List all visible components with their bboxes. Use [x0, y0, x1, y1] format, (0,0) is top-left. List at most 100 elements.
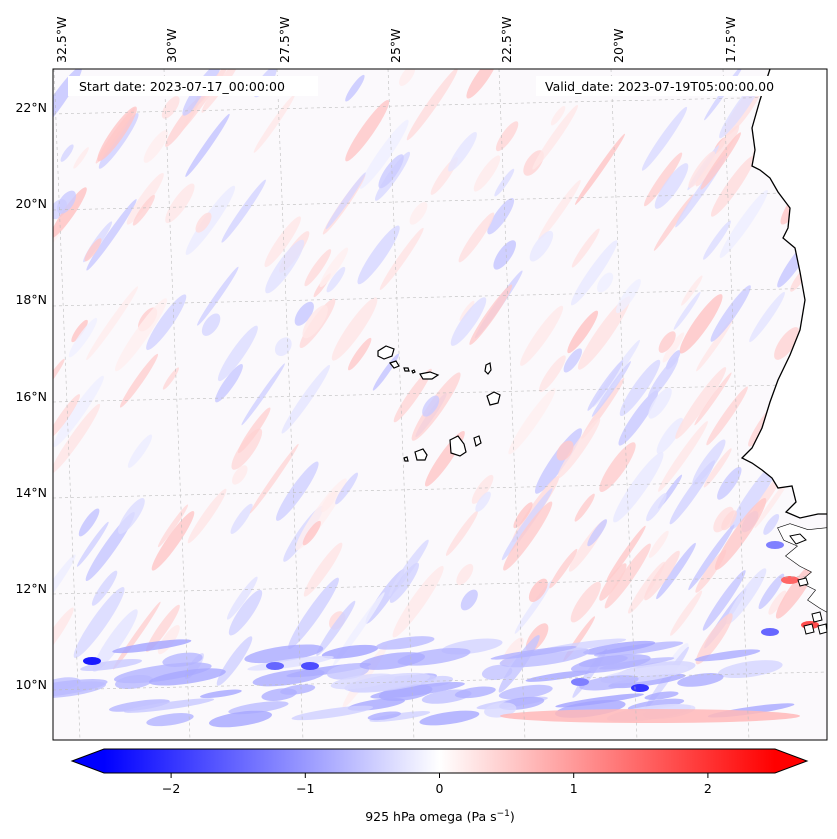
colorbar-tick-label: 2: [704, 781, 712, 796]
omega-streak: [648, 530, 669, 558]
lon-label-17-5w: 17.5°W: [723, 17, 738, 63]
map-area[interactable]: [12, 52, 837, 740]
omega-streak: [216, 636, 253, 686]
omega-spot: [266, 662, 284, 670]
omega-streak: [261, 688, 297, 701]
omega-spot: [761, 628, 779, 636]
omega-spot: [571, 678, 589, 686]
omega-streak: [132, 194, 155, 226]
omega-streak: [232, 465, 248, 485]
omega-streak: [499, 647, 590, 668]
omega-streak: [53, 394, 81, 440]
colorbar-tick-label: −2: [162, 781, 180, 796]
omega-streak: [719, 190, 768, 258]
omega-streak: [303, 542, 343, 597]
colorbar-tick-label: 0: [436, 781, 444, 796]
omega-streak: [679, 294, 723, 354]
omega-streak: [244, 644, 324, 664]
omega-streak: [513, 502, 533, 529]
lat-label-18n: 18°N: [15, 292, 47, 307]
omega-streak: [375, 636, 435, 650]
omega-streak: [406, 69, 458, 141]
lat-label-14n: 14°N: [15, 485, 47, 500]
omega-streak: [749, 291, 785, 343]
meridian-line: [722, 69, 750, 740]
omega-streak: [587, 519, 608, 547]
omega-streak: [231, 428, 263, 470]
omega-streak: [577, 296, 631, 370]
omega-streak: [594, 641, 684, 657]
omega-streak: [151, 511, 195, 571]
africa-coast: [740, 69, 827, 635]
omega-streak: [550, 105, 566, 126]
omega-streak: [264, 216, 301, 268]
omega-field: [53, 69, 827, 728]
omega-streak: [197, 266, 239, 326]
omega-streak: [165, 183, 195, 224]
omega-streak: [419, 710, 480, 726]
omega-streak: [615, 279, 641, 314]
lon-label-30w: 30°W: [164, 28, 179, 63]
omega-streak: [658, 331, 676, 353]
omega-streak: [331, 297, 378, 361]
omega-streak: [291, 705, 374, 721]
omega-streak: [729, 460, 780, 530]
omega-spot: [781, 576, 799, 584]
omega-streak: [71, 319, 88, 343]
omega-streak: [613, 452, 664, 523]
omega-streak: [53, 375, 104, 448]
omega-streak: [73, 147, 89, 169]
omega-streak: [471, 474, 494, 504]
lon-label-25w: 25°W: [388, 28, 403, 63]
omega-streak: [717, 660, 783, 679]
omega-streak: [119, 353, 159, 408]
omega-streak: [294, 301, 314, 326]
omega-streak: [466, 69, 498, 99]
colorbar-tick-label: −1: [296, 781, 314, 796]
lat-label-22n: 22°N: [15, 100, 47, 115]
omega-streak: [688, 524, 735, 591]
colorbar-high-extend: [775, 749, 807, 773]
omega-streak: [487, 198, 515, 235]
omega-streak: [529, 230, 554, 262]
omega-streak: [288, 577, 339, 650]
omega-streak: [669, 460, 715, 525]
omega-streak: [409, 201, 428, 225]
omega-streak: [758, 573, 785, 610]
gridlines: [53, 69, 827, 740]
omega-streak: [321, 644, 379, 659]
omega-streak: [91, 570, 118, 606]
omega-streak: [445, 510, 479, 556]
omega-streak: [695, 613, 733, 665]
omega-streak: [563, 348, 583, 373]
omega-streak: [195, 212, 212, 233]
omega-streak: [644, 691, 679, 700]
omega-streak: [60, 144, 74, 162]
omega-streak: [115, 298, 167, 372]
omega-streak: [357, 225, 400, 285]
omega-streak: [378, 154, 404, 189]
omega-spot: [631, 684, 649, 692]
omega-streak: [80, 658, 143, 672]
omega-streak: [53, 187, 87, 239]
colorbar-label: 925 hPa omega (Pa s−1): [365, 809, 515, 824]
omega-streak: [688, 151, 716, 188]
lat-label-20n: 20°N: [15, 196, 47, 211]
meridian-line: [610, 69, 638, 740]
omega-spot: [766, 541, 784, 549]
omega-streak: [252, 668, 325, 687]
valid-date-label: Valid_date: 2023-07-19T05:00:00.00: [545, 79, 774, 94]
start-date-label: Start date: 2023-07-17_00:00:00: [79, 79, 285, 94]
lon-label-22-5w: 22.5°W: [499, 17, 514, 63]
omega-streak: [703, 220, 731, 260]
omega-streak: [656, 417, 684, 454]
omega-streak: [201, 313, 221, 336]
omega-streak: [500, 709, 800, 723]
colorbar-low-extend: [72, 749, 104, 773]
omega-streak: [647, 356, 679, 400]
omega-streak: [696, 318, 734, 372]
omega-streak: [302, 520, 321, 546]
omega-streak: [97, 106, 137, 162]
omega-streak: [253, 94, 295, 153]
omega-streak: [108, 699, 170, 712]
